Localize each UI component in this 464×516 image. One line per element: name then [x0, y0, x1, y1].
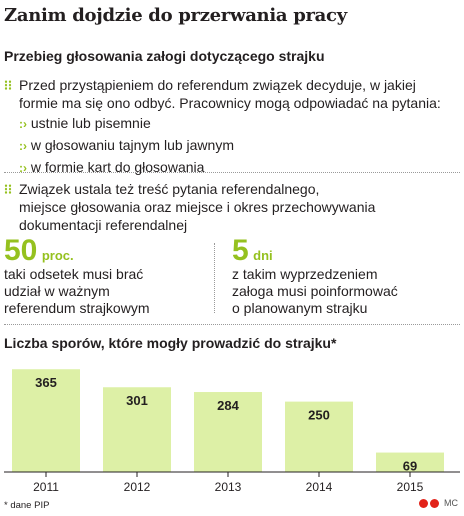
stat-notice-line3: o planowanym strajku — [232, 300, 368, 316]
arrow-bullet-icon: :› — [19, 139, 27, 153]
info-block-voting-form: Przed przystąpieniem do referendum związ… — [4, 76, 441, 177]
bar-2014 — [285, 401, 353, 472]
arrow-bullet-icon: :› — [19, 161, 27, 175]
block1-line1: Przed przystąpieniem do referendum związ… — [19, 77, 416, 93]
block1-line2: formie ma się ono odbyć. Pracownicy mogą… — [19, 95, 441, 111]
block2-line1: Związek ustala też treść pytania referen… — [19, 181, 320, 197]
stat-notice-value: 5 — [232, 234, 249, 267]
info-block-referendum-question: Związek ustala też treść pytania referen… — [4, 180, 375, 234]
bar-value-label: 250 — [308, 408, 330, 423]
x-tick-label: 2013 — [215, 480, 242, 494]
arrow-bullet-icon: :› — [19, 117, 27, 131]
section-divider — [4, 324, 460, 325]
stat-turnout-line1: taki odsetek musi brać — [4, 266, 144, 282]
stat-turnout-unit: proc. — [41, 248, 74, 263]
x-tick-label: 2015 — [397, 480, 424, 494]
stat-turnout-line2: udział w ważnym — [4, 283, 110, 299]
list-item: :› w głosowaniu tajnym lub jawnym — [19, 137, 234, 153]
bar-value-label: 365 — [35, 375, 57, 390]
stat-turnout-value: 50 — [4, 234, 38, 267]
bar-value-label: 69 — [403, 459, 417, 474]
bar-value-label: 284 — [217, 398, 239, 413]
bar-2015 — [376, 452, 444, 472]
footnote: * dane PIP — [4, 500, 50, 511]
stat-turnout-line3: referendum strajkowym — [4, 300, 150, 316]
block2-line2: miejsce głosowania oraz miejsce i okres … — [19, 199, 376, 215]
dots-bullet-icon — [4, 184, 12, 194]
x-tick-label: 2014 — [306, 480, 333, 494]
x-tick-label: 2011 — [33, 480, 59, 494]
stats-divider — [214, 243, 215, 313]
bar-2012 — [103, 387, 171, 472]
stat-notice-line1: z takim wyprzedzeniem — [232, 266, 378, 282]
stat-notice: 5 dni z takim wyprzedzeniem załoga musi … — [232, 236, 398, 317]
block2-line3: dokumentacji referendalnej — [19, 217, 188, 233]
bar-chart: 365 2011 301 2012 284 2013 250 2014 69 2015 — [4, 369, 460, 494]
publisher-logo: MC — [419, 498, 458, 508]
bar-2011 — [12, 369, 80, 472]
stat-turnout: 50 proc. taki odsetek musi brać udział w… — [4, 236, 150, 317]
stat-notice-line2: załoga musi poinformować — [232, 283, 398, 299]
bar-2013 — [194, 392, 262, 472]
section-subtitle: Przebieg głosowania załogi dotyczącego s… — [4, 48, 325, 64]
stat-notice-unit: dni — [253, 248, 273, 263]
list-item: :› w formie kart do głosowania — [19, 159, 205, 175]
dots-bullet-icon — [4, 80, 12, 90]
chart-title: Liczba sporów, które mogły prowadzić do … — [4, 335, 337, 351]
section-divider — [4, 172, 460, 173]
page-title: Zanim dojdzie do przerwania pracy — [4, 5, 347, 26]
bar-value-label: 301 — [126, 393, 148, 408]
x-tick-label: 2012 — [124, 480, 151, 494]
list-item: :› ustnie lub pisemnie — [19, 115, 151, 131]
